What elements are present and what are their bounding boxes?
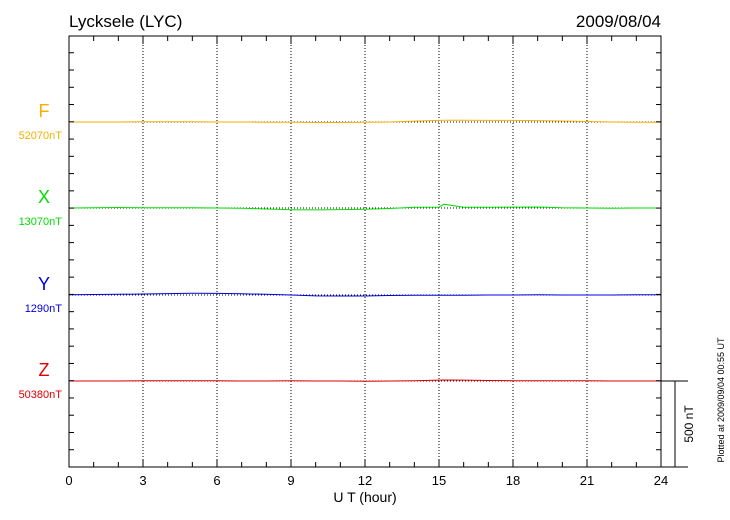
series-name-x: X — [38, 187, 50, 207]
x-tick-label: 24 — [654, 473, 668, 488]
x-tick-label: 15 — [432, 473, 446, 488]
x-tick-label: 6 — [213, 473, 220, 488]
series-baseline-label-x: 13070nT — [19, 216, 63, 228]
series-name-z: Z — [39, 360, 50, 380]
x-tick-label: 21 — [580, 473, 594, 488]
series-line-z — [69, 379, 661, 382]
series-group: F 52070nT X 13070nT Y 1290nT Z 50380nT — [19, 101, 661, 401]
grid — [142, 36, 588, 467]
series-line-y — [68, 292, 661, 297]
scale-label: 500 nT — [682, 405, 696, 443]
x-tick-label: 12 — [358, 473, 372, 488]
series-baseline-label-y: 1290nT — [25, 303, 63, 315]
x-tick-label: 0 — [65, 473, 72, 488]
scale-bar — [661, 380, 688, 468]
x-axis-label: U T (hour) — [333, 489, 396, 505]
series-line-f — [69, 119, 661, 123]
x-tick-label: 18 — [506, 473, 520, 488]
series-name-y: Y — [38, 274, 50, 294]
series-baseline-label-z: 50380nT — [19, 389, 63, 401]
series-name-f: F — [39, 101, 50, 121]
x-tick-label: 9 — [287, 473, 294, 488]
chart-title: Lycksele (LYC) — [69, 12, 182, 31]
series-line-x — [68, 203, 661, 211]
chart-date: 2009/08/04 — [576, 12, 661, 31]
axis-ticks: 0 3 6 9 12 15 18 21 24 — [65, 36, 668, 488]
series-baseline-label-f: 52070nT — [19, 130, 63, 142]
x-tick-label: 3 — [139, 473, 146, 488]
plotted-note: Plotted at 2009/09/04 00:55 UT — [716, 337, 726, 463]
